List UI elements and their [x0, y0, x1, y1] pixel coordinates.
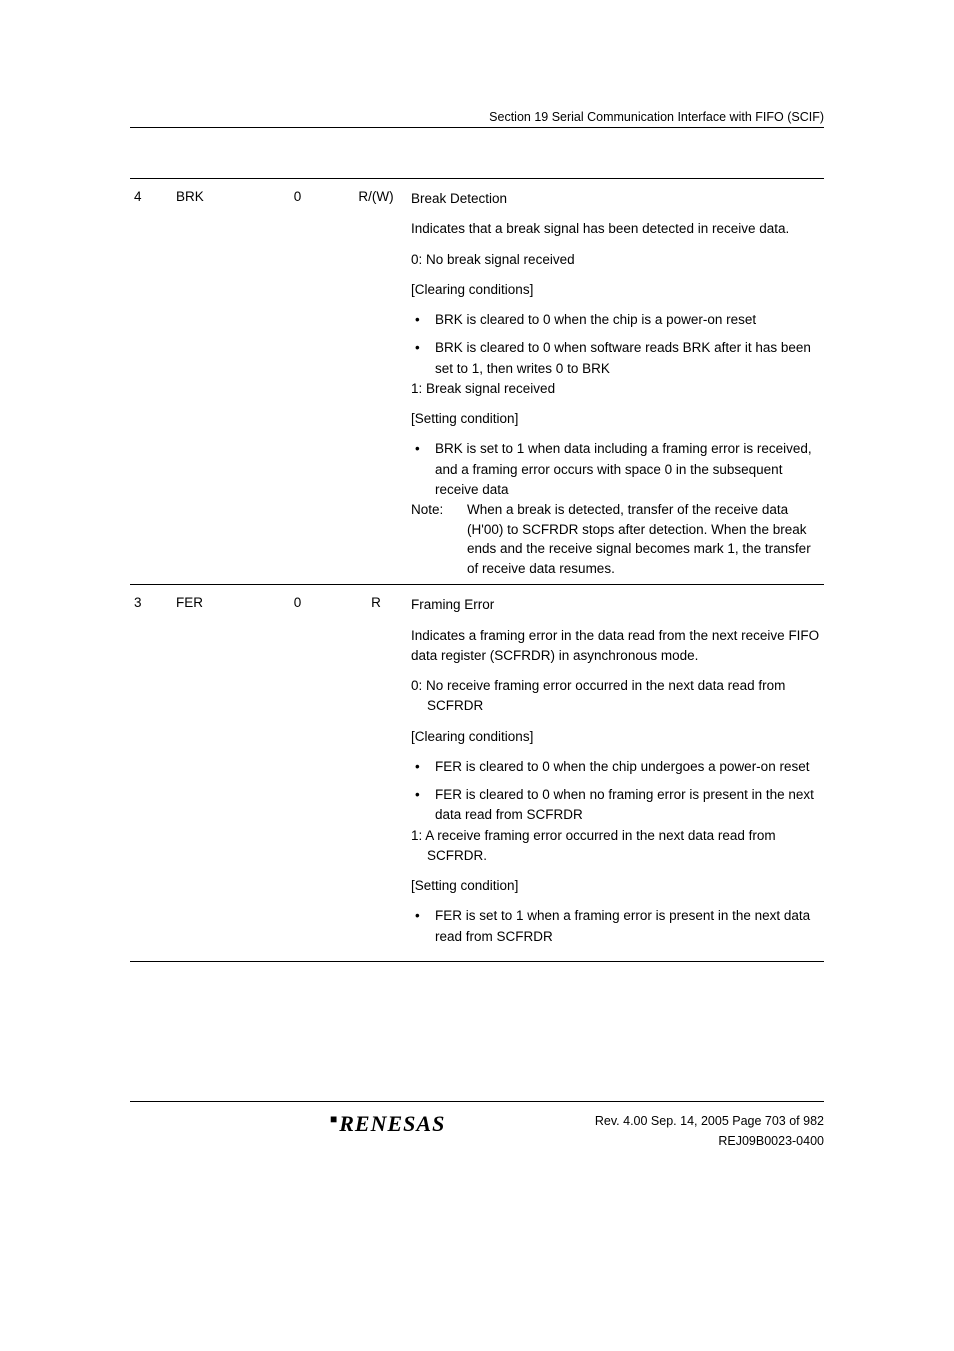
list-item: BRK is cleared to 0 when the chip is a p…: [411, 310, 820, 330]
desc-one: 1: Break signal received: [411, 379, 820, 399]
document-id: REJ09B0023-0400: [595, 1131, 824, 1151]
description-cell: Break Detection Indicates that a break s…: [407, 179, 824, 585]
page-header: Section 19 Serial Communication Interfac…: [130, 110, 824, 128]
setting-list: FER is set to 1 when a framing error is …: [411, 906, 820, 947]
table-row: 4 BRK 0 R/(W) Break Detection Indicates …: [130, 179, 824, 585]
list-item: FER is cleared to 0 when the chip underg…: [411, 757, 820, 777]
desc-clearing-label: [Clearing conditions]: [411, 280, 820, 300]
footer-info: Rev. 4.00 Sep. 14, 2005 Page 703 of 982 …: [595, 1108, 824, 1151]
list-item: FER is set to 1 when a framing error is …: [411, 906, 820, 947]
desc-setting-label: [Setting condition]: [411, 409, 820, 429]
initial-cell: 0: [250, 179, 345, 585]
note-label: Note:: [411, 500, 467, 578]
desc-intro: Indicates a framing error in the data re…: [411, 626, 820, 667]
bitname-cell: FER: [172, 585, 250, 962]
list-item: BRK is set to 1 when data including a fr…: [411, 439, 820, 500]
desc-one: 1: A receive framing error occurred in t…: [411, 826, 820, 867]
desc-title: Break Detection: [411, 189, 820, 209]
setting-list: BRK is set to 1 when data including a fr…: [411, 439, 820, 500]
bitname-cell: BRK: [172, 179, 250, 585]
rw-cell: R/(W): [345, 179, 407, 585]
desc-zero: 0: No receive framing error occurred in …: [411, 676, 820, 717]
desc-setting-label: [Setting condition]: [411, 876, 820, 896]
description-cell: Framing Error Indicates a framing error …: [407, 585, 824, 962]
clearing-list: FER is cleared to 0 when the chip underg…: [411, 757, 820, 826]
rw-cell: R: [345, 585, 407, 962]
note-block: Note: When a break is detected, transfer…: [411, 500, 820, 578]
list-item: BRK is cleared to 0 when software reads …: [411, 338, 820, 379]
initial-cell: 0: [250, 585, 345, 962]
desc-zero: 0: No break signal received: [411, 250, 820, 270]
desc-title: Framing Error: [411, 595, 820, 615]
desc-clearing-label: [Clearing conditions]: [411, 727, 820, 747]
revision-line: Rev. 4.00 Sep. 14, 2005 Page 703 of 982: [595, 1111, 824, 1131]
table-row: 3 FER 0 R Framing Error Indicates a fram…: [130, 585, 824, 962]
bit-cell: 3: [130, 585, 172, 962]
register-bit-table: 4 BRK 0 R/(W) Break Detection Indicates …: [130, 178, 824, 962]
logo-area: ■RENESAS: [130, 1108, 445, 1137]
section-title: Section 19 Serial Communication Interfac…: [489, 110, 824, 124]
bit-cell: 4: [130, 179, 172, 585]
page-footer: ■RENESAS Rev. 4.00 Sep. 14, 2005 Page 70…: [130, 1101, 824, 1151]
desc-intro: Indicates that a break signal has been d…: [411, 219, 820, 239]
list-item: FER is cleared to 0 when no framing erro…: [411, 785, 820, 826]
renesas-logo: ■RENESAS: [330, 1111, 445, 1136]
note-text: When a break is detected, transfer of th…: [467, 500, 820, 578]
clearing-list: BRK is cleared to 0 when the chip is a p…: [411, 310, 820, 379]
